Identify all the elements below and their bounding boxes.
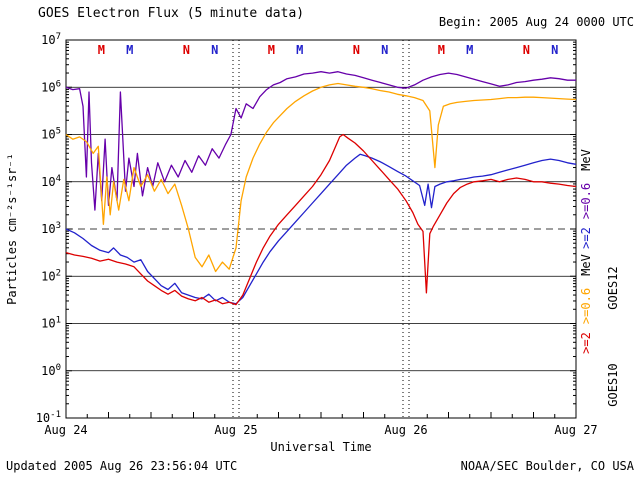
series-goes12-e2	[65, 133, 577, 306]
goes10-unit-label: MeV	[579, 149, 593, 171]
begin-timestamp: Begin: 2005 Aug 24 0000 UTC	[438, 15, 634, 29]
marker-M-GOES10: M	[296, 43, 303, 57]
y-tick-label-10e2: 102	[41, 268, 61, 283]
marker-N-GOES10: N	[211, 43, 218, 57]
marker-N-GOES12: N	[183, 43, 190, 57]
goes10-ge2-label: >=2	[579, 227, 593, 249]
marker-M-GOES12: M	[98, 43, 105, 57]
marker-M-GOES10: M	[126, 43, 133, 57]
goes12-ge2-label: >=2	[579, 332, 593, 354]
marker-N-GOES10: N	[551, 43, 558, 57]
marker-M-GOES10: M	[466, 43, 473, 57]
x-axis-label: Universal Time	[270, 440, 372, 454]
y-tick-label-10e3: 103	[41, 221, 61, 236]
marker-N-GOES12: N	[523, 43, 530, 57]
x-tick-label: Aug 26	[384, 423, 427, 437]
y-axis-label: Particles cm⁻²s⁻¹sr⁻¹	[5, 153, 19, 305]
goes10-name-label: GOES10	[606, 363, 620, 406]
goes12-ge06-label: >=0.6	[579, 288, 593, 324]
y-tick-label-10e5: 105	[41, 127, 61, 142]
series-goes10-e2	[65, 153, 577, 305]
y-tick-label-10e1: 101	[41, 316, 61, 331]
x-tick-label: Aug 27	[554, 423, 597, 437]
y-tick-label-10e0: 100	[41, 363, 61, 378]
goes12-name-label: GOES12	[606, 266, 620, 309]
y-tick-label-10e7: 107	[41, 32, 61, 47]
y-tick-label-10e6: 106	[41, 79, 61, 94]
x-tick-label: Aug 24	[44, 423, 87, 437]
marker-M-GOES12: M	[268, 43, 275, 57]
y-tick-label-10e-1: 10-1	[36, 410, 61, 425]
marker-M-GOES12: M	[438, 43, 445, 57]
goes12-unit-label: MeV	[579, 254, 593, 276]
chart-title: GOES Electron Flux (5 minute data)	[38, 6, 305, 21]
updated-timestamp: Updated 2005 Aug 26 23:56:04 UTC	[6, 459, 238, 473]
x-tick-label: Aug 25	[214, 423, 257, 437]
credit-text: NOAA/SEC Boulder, CO USA	[460, 459, 634, 473]
goes10-ge06-label: >=0.6	[579, 183, 593, 219]
marker-N-GOES10: N	[381, 43, 388, 57]
y-tick-label-10e4: 104	[41, 174, 61, 189]
marker-N-GOES12: N	[353, 43, 360, 57]
series-goes10-e06	[65, 71, 576, 211]
series-goes12-e06	[65, 82, 577, 273]
